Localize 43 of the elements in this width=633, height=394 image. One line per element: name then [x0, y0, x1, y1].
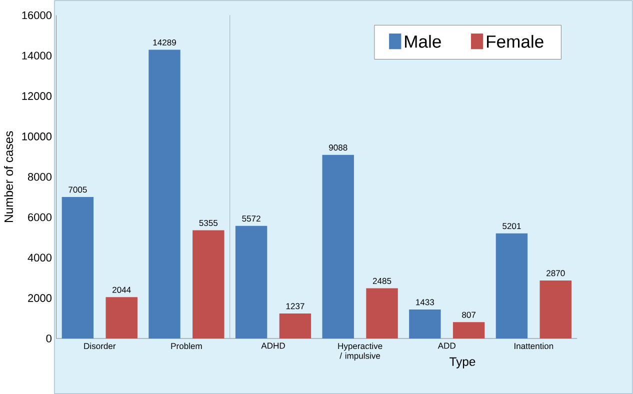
data-label: 7005	[68, 186, 87, 193]
y-tick-label: 0	[46, 334, 52, 342]
x-axis-title: Type	[450, 357, 476, 368]
x-tick-label: Hyperactive / impulsive	[338, 342, 382, 360]
x-tick-label: Problem	[171, 342, 202, 349]
legend-label: Female	[486, 34, 544, 48]
legend-label: Male	[405, 34, 441, 48]
bar	[148, 50, 180, 338]
data-label: 2044	[112, 286, 131, 293]
bar	[192, 230, 224, 338]
data-label: 14289	[153, 39, 176, 46]
bar	[366, 288, 398, 338]
data-label: 1237	[286, 303, 304, 310]
bar	[496, 233, 528, 338]
x-tick-label: ADD	[438, 342, 456, 349]
data-label: 5201	[502, 222, 521, 229]
bar	[540, 280, 572, 338]
data-label: 5572	[242, 215, 260, 222]
data-label: 5355	[199, 220, 218, 226]
data-label: 2485	[372, 278, 392, 284]
y-tick-label: 2000	[28, 294, 52, 302]
bar	[322, 154, 354, 338]
x-tick-label: Inattention	[514, 342, 554, 349]
y-tick-label: 10000	[22, 132, 52, 140]
y-tick-label: 4000	[28, 254, 52, 262]
y-axis-title: Number of cases	[4, 131, 14, 222]
bar	[452, 322, 485, 338]
x-tick-label: Disorder	[84, 342, 116, 349]
bar	[235, 226, 268, 338]
data-label: 9088	[329, 144, 348, 150]
y-tick-label: 16000	[22, 11, 52, 19]
bar	[409, 309, 441, 338]
y-tick-label: 14000	[22, 52, 52, 60]
y-tick-label: 6000	[28, 213, 52, 222]
y-tick-label: 8000	[28, 172, 52, 181]
bar	[106, 297, 138, 338]
y-tick-label: 12000	[22, 92, 52, 100]
x-tick-label: ADHD	[261, 342, 285, 349]
data-label: 2870	[546, 270, 565, 276]
bar	[62, 196, 94, 338]
bar	[279, 313, 312, 338]
data-label: 807	[462, 312, 476, 318]
data-label: 1433	[416, 299, 434, 306]
